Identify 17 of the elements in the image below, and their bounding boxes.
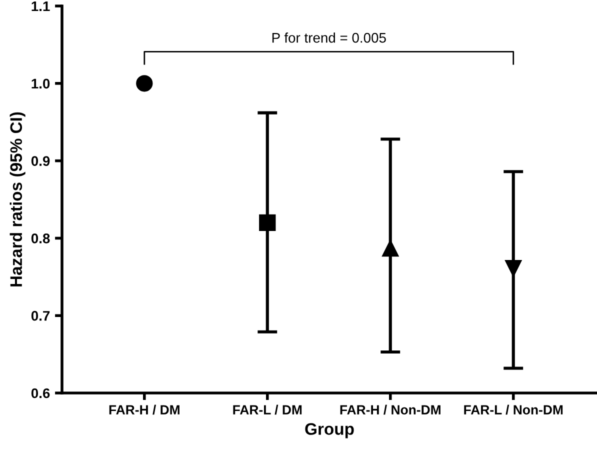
point	[505, 260, 522, 277]
y-tick-label: 0.8	[31, 234, 50, 244]
y-tick-label: 1.1	[32, 1, 50, 12]
x-tick-label: FAR-H / DM	[109, 404, 180, 415]
x-axis-title: Group	[305, 423, 354, 438]
x-tick-label: FAR-L / Non-DM	[464, 404, 563, 415]
y-axis-title: Hazard ratios (95% CI)	[10, 112, 26, 286]
annotation: P for trend = 0.005	[272, 32, 386, 43]
y-tick-label: 0.6	[31, 388, 50, 398]
x-tick-label: FAR-H / Non-DM	[340, 404, 440, 415]
x-tick-label: FAR-L / DM	[233, 404, 302, 415]
point	[382, 240, 399, 257]
point	[259, 214, 276, 232]
y-tick-label: 0.7	[31, 310, 50, 321]
y-tick-label: 0.9	[31, 156, 50, 166]
point	[136, 75, 153, 92]
y-tick-label: 1.0	[32, 78, 50, 89]
